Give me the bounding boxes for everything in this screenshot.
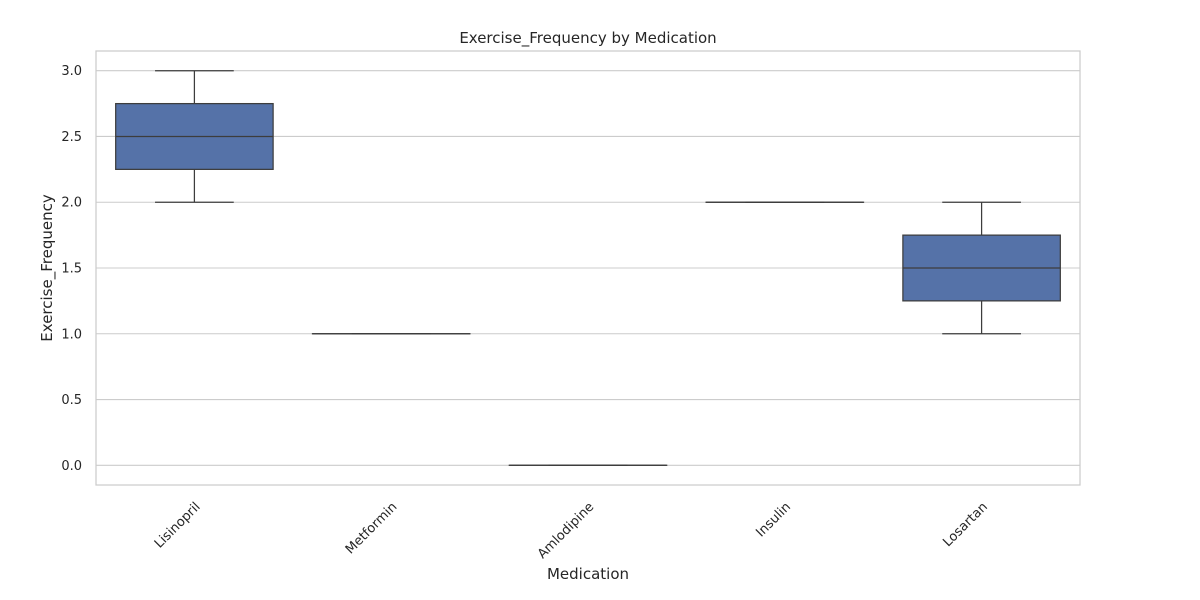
x-axis-label: Medication (547, 565, 629, 583)
x-tick-label: Lisinopril (152, 500, 204, 552)
y-tick-label: 0.5 (61, 393, 82, 408)
x-tick-label: Amlodipine (535, 500, 597, 562)
chart-title: Exercise_Frequency by Medication (459, 29, 716, 48)
y-axis-label: Exercise_Frequency (38, 194, 57, 342)
x-tick-label: Metformin (343, 500, 401, 558)
y-tick-label: 2.5 (61, 130, 82, 145)
plot-frame (95, 50, 1081, 486)
y-tick-label: 1.5 (61, 262, 82, 277)
y-tick-label: 3.0 (61, 64, 82, 79)
x-tick-label: Insulin (753, 500, 794, 541)
x-tick-label: Losartan (940, 500, 990, 550)
box-group (115, 70, 274, 203)
y-ticks: 0.0 0.5 1.0 1.5 2.0 2.5 3.0 (61, 64, 82, 474)
boxes (115, 70, 1061, 466)
box-group (902, 201, 1061, 335)
x-ticks: Lisinopril Metformin Amlodipine Insulin Losa… (152, 500, 991, 562)
y-tick-label: 2.0 (61, 196, 82, 211)
y-tick-label: 0.0 (61, 459, 82, 474)
y-tick-label: 1.0 (61, 327, 82, 342)
